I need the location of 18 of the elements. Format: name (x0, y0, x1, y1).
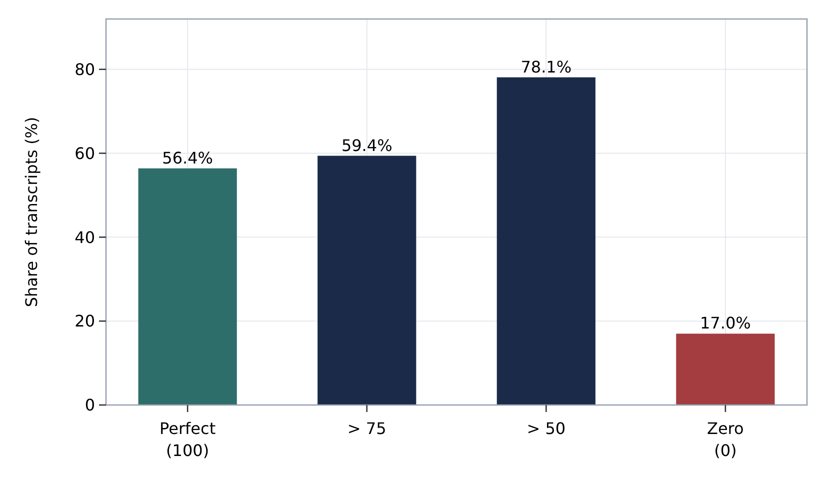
data-label: 17.0% (700, 314, 751, 333)
y-tick-label: 40 (74, 228, 95, 247)
y-axis-title: Share of transcripts (%) (22, 116, 41, 308)
data-label: 59.4% (341, 136, 392, 155)
y-tick-label: 60 (74, 144, 95, 163)
y-tick-label: 0 (84, 396, 95, 415)
x-tick-label: Zero (0) (707, 419, 744, 460)
data-label: 56.4% (162, 148, 213, 168)
x-tick-label: > 50 (526, 419, 566, 438)
bar (676, 334, 775, 405)
x-tick-label: Perfect (100) (160, 419, 216, 460)
data-label: 78.1% (520, 57, 572, 76)
bar (318, 156, 416, 405)
bar (138, 168, 237, 405)
y-tick-label: 80 (74, 60, 95, 79)
bar (496, 77, 596, 405)
x-tick-label: > 75 (347, 419, 386, 438)
y-tick-label: 20 (74, 312, 95, 331)
